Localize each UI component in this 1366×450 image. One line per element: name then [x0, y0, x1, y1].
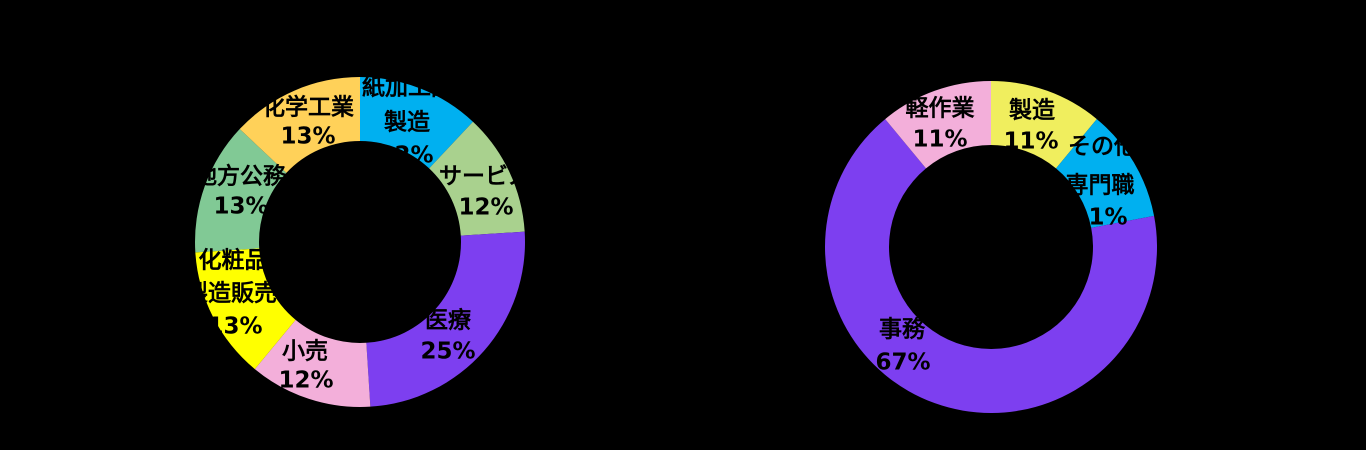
industry-share-donut-slice-2: [366, 231, 525, 407]
job-type-share-donut-slice-0: [991, 81, 1097, 169]
industry-share-donut-slice-4: [195, 248, 296, 370]
industry-share-donut-slice-3: [254, 319, 371, 407]
job-type-share-donut-slice-2: [825, 119, 1158, 413]
industry-share-donut-slice-5: [195, 129, 287, 253]
industry-share-donut-slice-1: [429, 121, 525, 236]
industry-share-donut-slice-0: [360, 77, 473, 169]
job-type-share-donut-slice-3: [885, 81, 991, 169]
industry-share-donut-slice-6: [239, 77, 360, 173]
job-type-share-donut-slice-1: [1056, 119, 1155, 228]
